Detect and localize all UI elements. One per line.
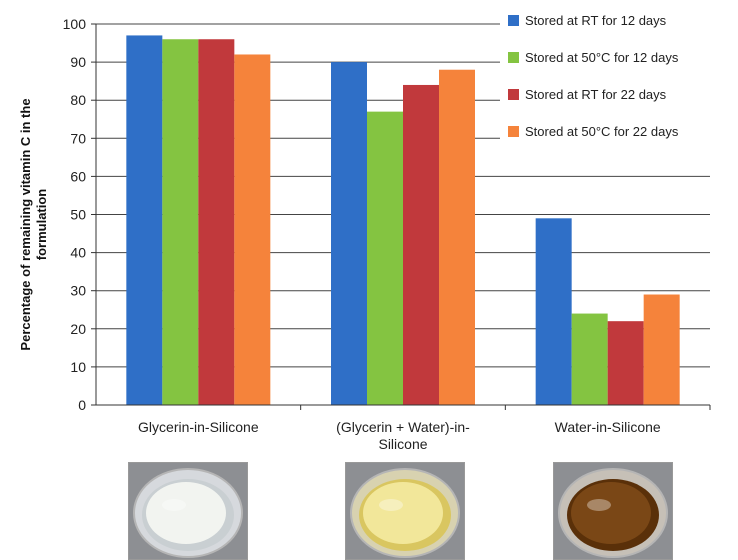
y-tick-label: 30 bbox=[70, 283, 86, 299]
bar bbox=[439, 69, 475, 405]
y-tick-label: 70 bbox=[70, 130, 86, 146]
bar bbox=[234, 54, 271, 405]
bar bbox=[535, 218, 572, 405]
legend-background bbox=[500, 5, 732, 153]
y-tick-label: 80 bbox=[70, 92, 86, 108]
bars bbox=[126, 35, 680, 406]
glycerin-in-silicone-sample-photo bbox=[128, 462, 248, 560]
bar bbox=[403, 84, 439, 406]
legend-swatch bbox=[508, 15, 519, 26]
bar bbox=[126, 35, 163, 406]
y-axis-label: Percentage of remaining vitamin C in the… bbox=[18, 98, 49, 350]
bar bbox=[607, 321, 644, 405]
legend-swatch bbox=[508, 52, 519, 63]
bar bbox=[198, 39, 235, 406]
bar bbox=[367, 111, 403, 405]
x-category-label: Glycerin-in-Silicone bbox=[138, 419, 259, 435]
y-tick-label: 20 bbox=[70, 321, 86, 337]
x-category-label: Silicone bbox=[378, 436, 427, 450]
legend-entry: Stored at RT for 12 days bbox=[525, 13, 667, 28]
y-axis-label-line: formulation bbox=[34, 189, 49, 261]
bar bbox=[571, 313, 608, 405]
y-tick-label: 60 bbox=[70, 168, 86, 184]
y-tick-labels: 0 10 20 30 40 50 60 70 80 90 100 bbox=[63, 16, 87, 413]
bar bbox=[331, 62, 367, 405]
legend-entry: Stored at RT for 22 days bbox=[525, 87, 667, 102]
legend-swatch bbox=[508, 126, 519, 137]
water-in-silicone-sample-photo bbox=[553, 462, 673, 560]
y-tick-label: 100 bbox=[63, 16, 87, 32]
y-tick-label: 10 bbox=[70, 359, 86, 375]
bar bbox=[643, 294, 680, 405]
y-tick-label: 40 bbox=[70, 245, 86, 261]
y-axis-label-line: Percentage of remaining vitamin C in the bbox=[18, 98, 33, 350]
glycerin-water-in-silicone-sample-photo bbox=[345, 462, 465, 560]
legend-entry: Stored at 50°C for 12 days bbox=[525, 50, 679, 65]
y-tick-label: 0 bbox=[78, 397, 86, 413]
y-tick-label: 50 bbox=[70, 207, 86, 223]
legend-swatch bbox=[508, 89, 519, 100]
bar-chart: 0 10 20 30 40 50 60 70 80 90 100 Glycerin-in-Silic… bbox=[18, 5, 732, 450]
bar bbox=[162, 39, 199, 406]
x-category-label: Water-in-Silicone bbox=[555, 419, 661, 435]
legend: Stored at RT for 12 days Stored at 50°C f… bbox=[500, 5, 732, 153]
x-category-label: (Glycerin + Water)-in- bbox=[336, 419, 470, 435]
axes bbox=[91, 23, 711, 410]
y-tick-label: 90 bbox=[70, 54, 86, 70]
legend-entry: Stored at 50°C for 22 days bbox=[525, 124, 679, 139]
x-category-labels: Glycerin-in-Silicone (Glycerin + Water)-i… bbox=[138, 419, 661, 450]
